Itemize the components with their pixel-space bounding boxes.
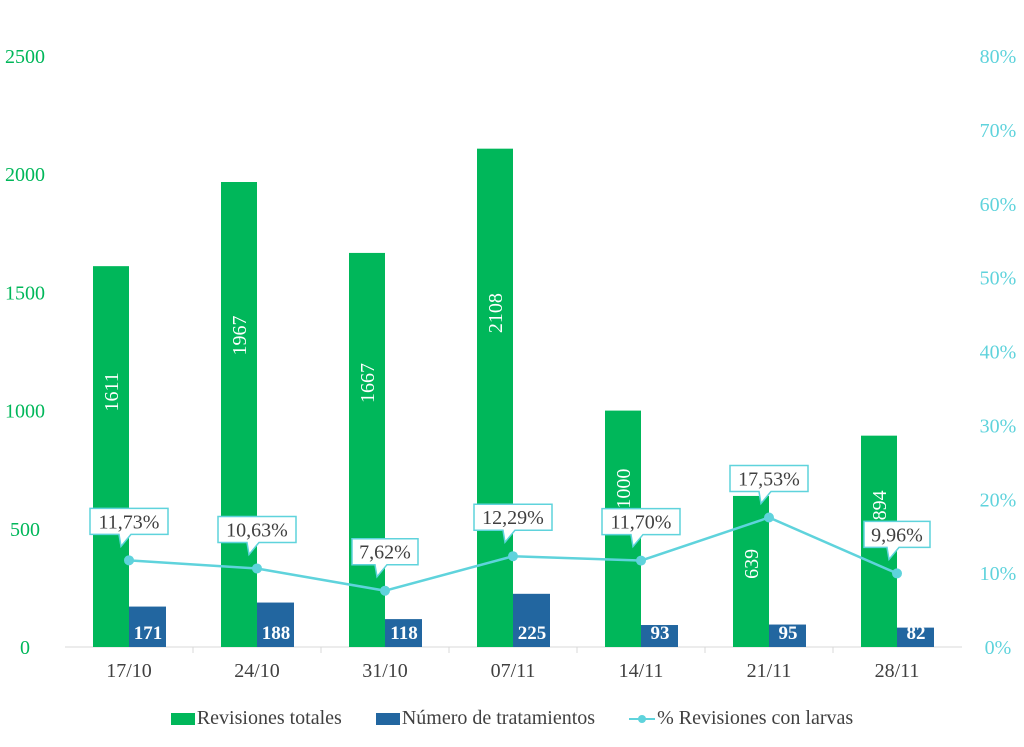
right-y-tick-label: 60% xyxy=(980,194,1017,216)
bar-revisiones-totales xyxy=(477,148,513,647)
bar-revisiones-totales xyxy=(349,252,385,647)
line-point xyxy=(508,551,518,562)
x-tick-label: 17/10 xyxy=(106,660,152,682)
bar-data-label: 93 xyxy=(651,623,670,644)
right-y-tick-label: 80% xyxy=(980,46,1017,68)
bar-data-label: 1667 xyxy=(357,363,379,403)
bar-data-label: 95 xyxy=(779,623,798,644)
left-y-tick-label: 0 xyxy=(20,637,30,659)
bar-numero-tratamientos xyxy=(897,627,934,647)
line-data-label: 12,29% xyxy=(482,507,544,529)
left-y-tick-label: 2000 xyxy=(5,164,45,186)
left-y-tick-label: 1500 xyxy=(5,282,45,304)
bar-data-label: 2108 xyxy=(485,293,507,333)
line-data-label: 9,96% xyxy=(871,524,923,546)
callout-box xyxy=(729,464,809,506)
line-point xyxy=(252,563,262,574)
bar-data-label: 82 xyxy=(907,623,926,644)
bar-data-label: 1000 xyxy=(613,469,635,509)
callout-box xyxy=(863,520,931,562)
bar-data-label: 894 xyxy=(869,490,891,520)
callout-box xyxy=(351,537,419,579)
bar-data-label: 188 xyxy=(262,623,291,644)
combo-chart: 17/10 24/10 31/10 07/11 14/11 21/11 28/11 0 500 1… xyxy=(5,46,1017,682)
right-y-tick-label: 20% xyxy=(980,489,1017,511)
bar-data-label: 1967 xyxy=(229,315,251,355)
line-point xyxy=(892,568,902,579)
x-tick-label: 07/11 xyxy=(491,660,536,682)
x-tick-label: 14/11 xyxy=(619,660,664,682)
bar-data-label: 225 xyxy=(518,623,547,644)
legend-item-tratamientos: Número de tratamientos xyxy=(375,707,596,730)
right-y-tick-label: 50% xyxy=(980,268,1017,290)
legend-swatch-green xyxy=(170,712,195,725)
bar-numero-tratamientos xyxy=(769,624,806,647)
line-data-label: 10,63% xyxy=(226,519,288,541)
bar-data-label: 639 xyxy=(741,549,763,579)
bar-revisiones-totales xyxy=(733,495,769,647)
legend-line-marker-icon xyxy=(629,714,656,723)
x-tick-label: 31/10 xyxy=(362,660,408,682)
bar-numero-tratamientos xyxy=(129,606,166,647)
right-y-tick-label: 70% xyxy=(980,120,1017,142)
bar-data-label: 171 xyxy=(134,623,163,644)
line-data-label: 7,62% xyxy=(359,542,411,564)
callout-box xyxy=(601,507,681,549)
line-data-label: 11,73% xyxy=(99,511,160,533)
line-point xyxy=(764,512,774,523)
bar-numero-tratamientos xyxy=(257,602,294,647)
line-data-label: 11,70% xyxy=(611,512,672,534)
right-y-tick-label: 10% xyxy=(980,563,1017,585)
bar-revisiones-totales xyxy=(221,182,257,647)
legend-label: Número de tratamientos xyxy=(401,707,596,729)
callout-box xyxy=(217,515,297,557)
x-tick-label: 28/11 xyxy=(875,660,920,682)
bar-numero-tratamientos xyxy=(513,593,550,647)
bar-data-label: 118 xyxy=(390,623,417,644)
line-point xyxy=(636,555,646,566)
line-point xyxy=(124,555,134,566)
legend: Revisiones totales Número de tratamiento… xyxy=(0,707,1024,730)
left-y-tick-label: 2500 xyxy=(5,46,45,68)
legend-swatch-blue xyxy=(375,712,400,725)
line-point xyxy=(380,585,390,596)
bar-numero-tratamientos xyxy=(641,625,678,647)
x-tick-label: 21/11 xyxy=(747,660,792,682)
callout-box xyxy=(89,507,169,549)
bar-revisiones-totales xyxy=(93,266,129,647)
right-y-tick-label: 40% xyxy=(980,342,1017,364)
bar-numero-tratamientos xyxy=(385,619,422,647)
right-y-tick-label: 0% xyxy=(985,637,1012,659)
bar-data-label: 1611 xyxy=(101,372,123,411)
left-y-tick-label: 500 xyxy=(10,519,40,541)
legend-label: % Revisiones con larvas xyxy=(657,707,854,729)
line-data-label: 17,53% xyxy=(738,468,800,490)
legend-item-larvas: % Revisiones con larvas xyxy=(629,707,853,730)
legend-item-revisiones: Revisiones totales xyxy=(170,707,342,730)
callout-box xyxy=(473,503,553,544)
legend-label: Revisiones totales xyxy=(196,707,342,729)
right-y-tick-label: 30% xyxy=(980,415,1017,437)
x-tick-label: 24/10 xyxy=(234,660,280,682)
left-y-tick-label: 1000 xyxy=(5,401,45,423)
